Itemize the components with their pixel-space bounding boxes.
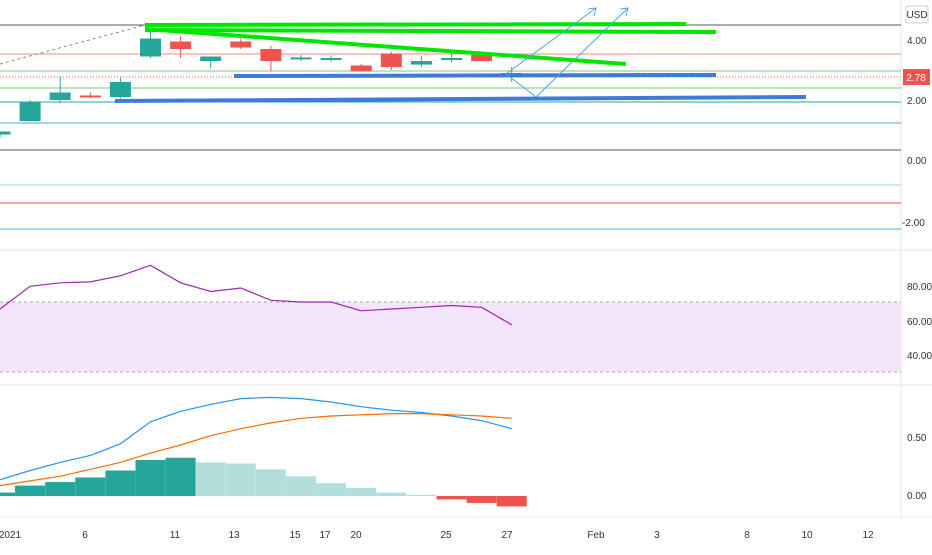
rsi-pane: 80.00 60.00 40.00 [0, 264, 932, 373]
arrow-head [619, 7, 629, 17]
macd-histogram-bar [0, 492, 15, 496]
candle-body-down [350, 65, 372, 72]
time-label: 11 [170, 530, 181, 541]
dashed-trendline[interactable] [0, 24, 146, 65]
candle-body-up [49, 92, 71, 100]
macd-histogram-bar [75, 477, 106, 496]
time-axis: 2021 6 11 13 15 17 20 25 27 Feb 3 8 10 1… [0, 530, 874, 541]
macd-line[interactable] [0, 396, 512, 481]
current-price-label: 2.78 [906, 73, 926, 84]
time-label: 6 [82, 530, 88, 541]
time-label: 20 [350, 530, 362, 541]
macd-histogram-bar [346, 487, 377, 496]
time-label: 3 [654, 530, 660, 541]
blue-trendline[interactable] [114, 95, 807, 103]
macd-histogram-bar [316, 483, 347, 496]
time-label: 15 [289, 530, 301, 541]
candle-body-down [230, 41, 252, 48]
time-label: 12 [862, 530, 874, 541]
signal-line[interactable] [0, 413, 512, 487]
price-tick: 4.00 [907, 36, 927, 47]
candlestick-series [0, 31, 523, 138]
green-trendline[interactable] [144, 28, 717, 34]
macd-histogram [0, 457, 527, 507]
currency-badge[interactable] [905, 5, 929, 24]
currency-label: USD [906, 10, 927, 21]
rsi-line[interactable] [0, 264, 513, 326]
candle-body-down [170, 41, 192, 49]
macd-histogram-bar [406, 494, 437, 496]
candle-body-up [0, 131, 11, 135]
time-label: 10 [801, 530, 813, 541]
current-price-badge [903, 69, 930, 85]
macd-histogram-bar [45, 482, 76, 496]
green-trendline[interactable] [144, 22, 687, 27]
macd-histogram-bar [135, 460, 166, 496]
macd-histogram-bar [376, 492, 407, 496]
macd-histogram-bar [466, 496, 497, 503]
drawn-trendlines [114, 7, 807, 103]
macd-histogram-bar [225, 463, 256, 496]
candle-body-up [441, 58, 462, 60]
time-label: 2021 [0, 530, 22, 541]
time-label: 27 [501, 530, 513, 541]
time-label: 17 [319, 530, 331, 541]
macd-pane: 0.50 0.00 [0, 396, 927, 507]
candle-body-up [19, 101, 41, 121]
time-label: 8 [744, 530, 750, 541]
macd-tick: 0.50 [907, 433, 927, 444]
macd-histogram-bar [255, 469, 286, 496]
time-label: Feb [587, 530, 605, 541]
price-axis: USD 4.00 2.00 0.00 -2.00 2.78 [902, 5, 930, 229]
macd-histogram-bar [286, 476, 316, 496]
macd-histogram-bar [195, 462, 226, 496]
candle-body-up [290, 57, 312, 60]
macd-histogram-bar [15, 485, 46, 496]
macd-histogram-bar [436, 496, 467, 500]
rsi-band [0, 302, 901, 372]
candle-body-down [260, 49, 282, 61]
macd-histogram-bar [496, 496, 527, 507]
horizontal-levels [0, 24, 901, 230]
candle-body-up [140, 38, 161, 57]
macd-tick: 0.00 [907, 491, 927, 502]
candle-body-up [109, 82, 131, 97]
projection-path[interactable] [505, 7, 629, 98]
projection-arrow[interactable] [505, 7, 597, 75]
price-tick: -2.00 [902, 218, 925, 229]
macd-histogram-bar [105, 470, 136, 496]
candle-body-up [410, 61, 432, 65]
candle-body-down [471, 55, 493, 61]
macd-histogram-bar [165, 457, 196, 496]
blue-trendline[interactable] [233, 73, 717, 78]
rsi-tick: 80.00 [907, 282, 932, 293]
price-tick: 0.00 [907, 156, 927, 167]
candle-body-up [320, 58, 342, 60]
candle-body-down [380, 53, 402, 67]
candle-body-down [79, 95, 101, 98]
price-tick: 2.00 [907, 96, 927, 107]
green-trendline[interactable] [144, 27, 627, 66]
arrow-head [587, 7, 597, 17]
rsi-tick: 60.00 [907, 317, 932, 328]
time-label: 13 [228, 530, 240, 541]
rsi-tick: 40.00 [907, 351, 932, 362]
candle-body-up [200, 56, 222, 61]
time-label: 25 [440, 530, 452, 541]
